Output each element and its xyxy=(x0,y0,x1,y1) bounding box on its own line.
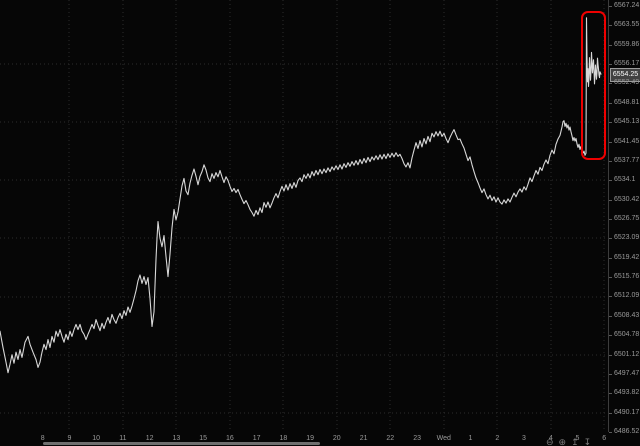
price-axis-label: 6504.78 xyxy=(614,331,640,339)
price-axis-label: 6515.76 xyxy=(614,273,640,280)
price-axis-tick xyxy=(609,44,612,46)
price-axis-label: 6534.1 xyxy=(614,176,636,184)
price-axis[interactable]: 6554.25 6567.24 6563.55 6559.86 6556.17 6552… xyxy=(608,0,640,435)
time-axis[interactable]: 8 9 10 11 12 13 15 16 17 18 19 20 21 22 23 Wed 1 2 3 4 5 6 xyxy=(0,431,640,446)
price-axis-tick xyxy=(609,373,612,375)
price-line-chart xyxy=(0,0,608,432)
price-axis-tick xyxy=(609,83,612,85)
price-axis-label: 6545.13 xyxy=(614,118,640,126)
time-axis-label: 2 xyxy=(495,435,500,442)
time-axis-label: 11 xyxy=(119,435,127,442)
price-axis-label: 6493.82 xyxy=(614,389,640,397)
time-axis-label: 20 xyxy=(332,435,341,442)
price-axis-tick xyxy=(609,141,612,143)
time-axis-label: 4 xyxy=(548,435,553,442)
time-axis-label: 10 xyxy=(92,435,101,442)
time-axis-label: 8 xyxy=(40,435,45,442)
price-axis-tick xyxy=(609,412,612,414)
price-axis-label: 6508.43 xyxy=(614,311,640,319)
last-price-value: 6554.25 xyxy=(612,71,639,79)
time-axis-label: 5 xyxy=(575,435,580,442)
price-axis-tick xyxy=(609,102,612,104)
price-axis-tick xyxy=(609,199,612,201)
price-axis-tick xyxy=(609,354,612,356)
scroll-down-icon[interactable]: ↧ xyxy=(583,438,592,446)
price-axis-tick xyxy=(609,180,612,182)
price-axis-label: 6501.12 xyxy=(614,350,640,358)
price-axis-label: 6519.42 xyxy=(614,253,640,261)
price-axis-label: 6486.52 xyxy=(614,427,640,435)
last-price-bubble: 6554.25 xyxy=(610,67,640,82)
chart-controls: ⊖ ⊕ ↥ ↧ xyxy=(546,438,606,446)
time-axis-label: Wed xyxy=(436,435,451,442)
zoom-out-icon[interactable]: ⊖ xyxy=(546,438,554,446)
time-axis-label: 19 xyxy=(306,435,314,442)
price-axis-label: 6548.81 xyxy=(614,98,640,106)
time-axis-label: 3 xyxy=(522,435,526,442)
price-axis-label: 6530.42 xyxy=(614,195,640,203)
price-axis-tick xyxy=(609,431,612,433)
price-axis-tick xyxy=(609,257,612,259)
time-axis-label: 15 xyxy=(199,435,207,442)
price-axis-label: 6559.86 xyxy=(614,40,640,48)
price-axis-tick xyxy=(609,277,612,278)
time-axis-label: 21 xyxy=(359,435,368,442)
time-axis-label: 1 xyxy=(468,435,473,442)
price-axis-label: 6541.45 xyxy=(614,137,640,145)
price-axis-label: 6556.17 xyxy=(614,60,640,68)
zoom-in-icon[interactable]: ⊕ xyxy=(558,438,567,446)
time-axis-label: 16 xyxy=(225,435,234,442)
price-axis-tick xyxy=(609,219,612,220)
time-axis-label: 22 xyxy=(386,435,395,442)
price-axis-tick xyxy=(609,238,612,240)
time-axis-label: 17 xyxy=(252,435,261,442)
time-axis-label: 12 xyxy=(145,435,154,442)
time-axis-label: 23 xyxy=(413,435,421,442)
time-axis-label: 13 xyxy=(172,435,181,442)
price-axis-tick xyxy=(609,160,612,162)
time-axis-label: 6 xyxy=(602,435,607,442)
price-chart-plot[interactable] xyxy=(0,0,608,432)
price-axis-label: 6537.77 xyxy=(614,156,640,164)
price-axis-tick xyxy=(609,315,612,317)
price-axis-tick xyxy=(609,6,612,7)
price-axis-tick xyxy=(609,393,612,395)
price-axis-tick xyxy=(609,64,612,66)
price-axis-label: 6526.75 xyxy=(614,215,640,222)
price-axis-label: 6552.49 xyxy=(614,79,640,87)
price-axis-label: 6512.09 xyxy=(614,292,640,300)
price-axis-label: 6497.47 xyxy=(614,369,640,377)
price-axis-label: 6490.17 xyxy=(614,408,640,416)
scroll-up-icon[interactable]: ↥ xyxy=(571,438,579,446)
price-axis-label: 6563.55 xyxy=(614,21,640,29)
price-axis-label: 6523.09 xyxy=(614,234,640,242)
price-axis-tick xyxy=(609,335,612,337)
time-axis-label: 18 xyxy=(279,435,288,442)
price-axis-tick xyxy=(609,296,612,298)
price-axis-tick xyxy=(609,25,612,27)
price-axis-tick xyxy=(609,122,612,124)
time-axis-label: 9 xyxy=(67,435,72,442)
horizontal-scrollbar[interactable] xyxy=(43,442,320,445)
price-axis-label: 6567.24 xyxy=(614,2,640,9)
